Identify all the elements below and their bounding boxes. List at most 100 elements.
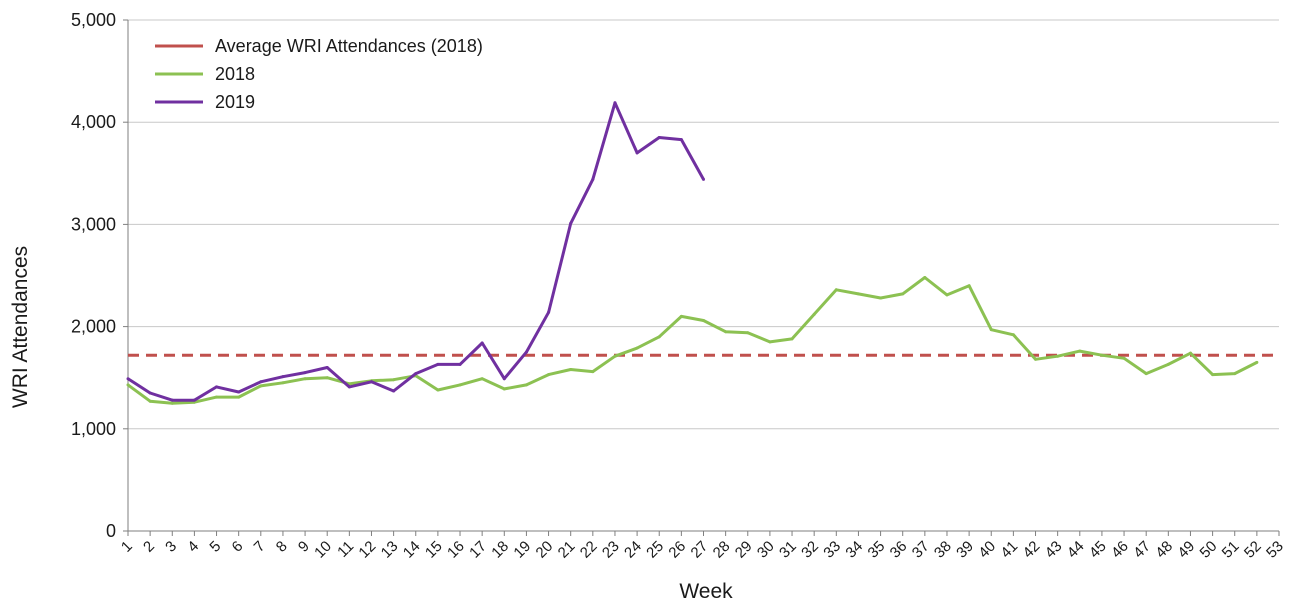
series-1-point bbox=[1255, 360, 1259, 364]
series-1-point bbox=[126, 383, 130, 387]
series-2-point bbox=[613, 101, 617, 105]
x-tick-label: 16 bbox=[444, 538, 468, 562]
series-2-point bbox=[192, 398, 196, 402]
series-1-point bbox=[657, 335, 661, 339]
series-2-point bbox=[369, 380, 373, 384]
y-tick-label: 2,000 bbox=[71, 317, 116, 337]
series-1-point bbox=[436, 388, 440, 392]
series-2-point bbox=[635, 151, 639, 155]
series-2-point bbox=[702, 177, 705, 181]
series-1-point bbox=[613, 354, 617, 358]
series-2-point bbox=[458, 362, 462, 366]
x-tick-label: 30 bbox=[754, 538, 778, 562]
series-1-point bbox=[856, 292, 860, 296]
x-tick-label: 50 bbox=[1197, 538, 1221, 562]
series-2-point bbox=[126, 377, 130, 381]
x-tick-label: 27 bbox=[688, 538, 712, 562]
x-tick-label: 15 bbox=[422, 538, 446, 562]
x-tick-label: 38 bbox=[931, 538, 955, 562]
legend: Average WRI Attendances (2018) 2018 2019 bbox=[155, 36, 483, 112]
series-1-point bbox=[392, 378, 396, 382]
x-tick-label: 39 bbox=[953, 538, 977, 562]
x-tick-label: 49 bbox=[1174, 538, 1198, 562]
x-tick-label: 32 bbox=[798, 538, 822, 562]
plot-area bbox=[126, 101, 1279, 405]
x-tick-label: 2 bbox=[140, 538, 158, 556]
series-1-point bbox=[989, 328, 993, 332]
series-1-point bbox=[259, 384, 263, 388]
series-2-point bbox=[436, 362, 440, 366]
series-1-point bbox=[1056, 354, 1060, 358]
x-tick-label: 12 bbox=[355, 538, 379, 562]
series-2-point bbox=[480, 341, 484, 345]
series-1-point bbox=[790, 337, 794, 341]
series-2-point bbox=[215, 385, 219, 389]
x-tick-label: 33 bbox=[820, 538, 844, 562]
series-1-point bbox=[1166, 362, 1170, 366]
x-tick-label: 37 bbox=[909, 538, 933, 562]
x-tick-label: 18 bbox=[488, 538, 512, 562]
x-tick-label: 11 bbox=[334, 538, 357, 561]
series-2-point bbox=[591, 177, 595, 181]
x-tick-label: 21 bbox=[555, 538, 579, 562]
series-1-point bbox=[325, 376, 329, 380]
series-1-point bbox=[1122, 356, 1126, 360]
series-1-point bbox=[724, 330, 728, 334]
series-1-point bbox=[303, 377, 307, 381]
y-tick-label: 0 bbox=[106, 521, 116, 541]
x-tick-label: 20 bbox=[533, 538, 557, 562]
y-tick-label: 3,000 bbox=[71, 214, 116, 234]
series-1-point bbox=[1188, 351, 1192, 355]
series-line-1 bbox=[127, 276, 1258, 405]
x-tick-label: 44 bbox=[1064, 538, 1088, 562]
series-2-point bbox=[347, 385, 351, 389]
series-2-point bbox=[524, 350, 528, 354]
x-tick-label: 22 bbox=[577, 538, 601, 562]
series-1-point bbox=[237, 395, 241, 399]
series-1-point bbox=[1034, 357, 1038, 361]
series-1-point bbox=[945, 293, 949, 297]
series-2-point bbox=[325, 365, 329, 369]
x-tick-label: 13 bbox=[378, 538, 402, 562]
series-1-point bbox=[679, 314, 683, 318]
x-tick-label: 51 bbox=[1219, 538, 1243, 562]
series-1-point bbox=[702, 318, 705, 322]
x-tick-label: 43 bbox=[1042, 538, 1066, 562]
series-2-point bbox=[392, 389, 396, 393]
x-tick-label: 8 bbox=[273, 538, 291, 556]
series-1-point bbox=[547, 373, 551, 377]
x-tick-label: 26 bbox=[665, 538, 689, 562]
series-1-point bbox=[1078, 349, 1082, 353]
series-1-point bbox=[170, 401, 174, 405]
series-1-point bbox=[1100, 353, 1104, 357]
series-2-point bbox=[303, 371, 307, 375]
x-tick-label: 45 bbox=[1086, 538, 1110, 562]
y-axis-ticks: 0 1,000 2,000 3,000 4,000 5,000 bbox=[71, 10, 116, 541]
series-2-point bbox=[237, 390, 241, 394]
x-tick-label: 52 bbox=[1241, 538, 1265, 562]
x-tick-label: 53 bbox=[1263, 538, 1287, 562]
series-2-point bbox=[281, 375, 285, 379]
gridlines bbox=[123, 19, 1280, 536]
series-2-point bbox=[679, 138, 683, 142]
series-1-point bbox=[812, 312, 816, 316]
series-2-point bbox=[148, 391, 152, 395]
x-tick-label: 34 bbox=[842, 538, 866, 562]
x-tick-label: 36 bbox=[887, 538, 911, 562]
x-tick-label: 9 bbox=[295, 538, 313, 556]
x-tick-label: 35 bbox=[865, 538, 889, 562]
series-1-point bbox=[458, 383, 462, 387]
series-1-point bbox=[923, 276, 927, 280]
series-2-point bbox=[569, 221, 573, 225]
series-1-point bbox=[1211, 373, 1215, 377]
series-1-point bbox=[1233, 372, 1237, 376]
series-1-point bbox=[524, 383, 528, 387]
x-tick-label: 3 bbox=[162, 538, 180, 556]
series-1-point bbox=[215, 395, 219, 399]
series-1-point bbox=[746, 331, 750, 335]
legend-label: Average WRI Attendances (2018) bbox=[215, 36, 483, 56]
x-axis-ticks: 1 2 3 4 5 6 7 8 910 11121314151617181920212223242… bbox=[118, 538, 1287, 562]
series-1-point bbox=[1144, 372, 1148, 376]
series-1-point bbox=[502, 387, 506, 391]
